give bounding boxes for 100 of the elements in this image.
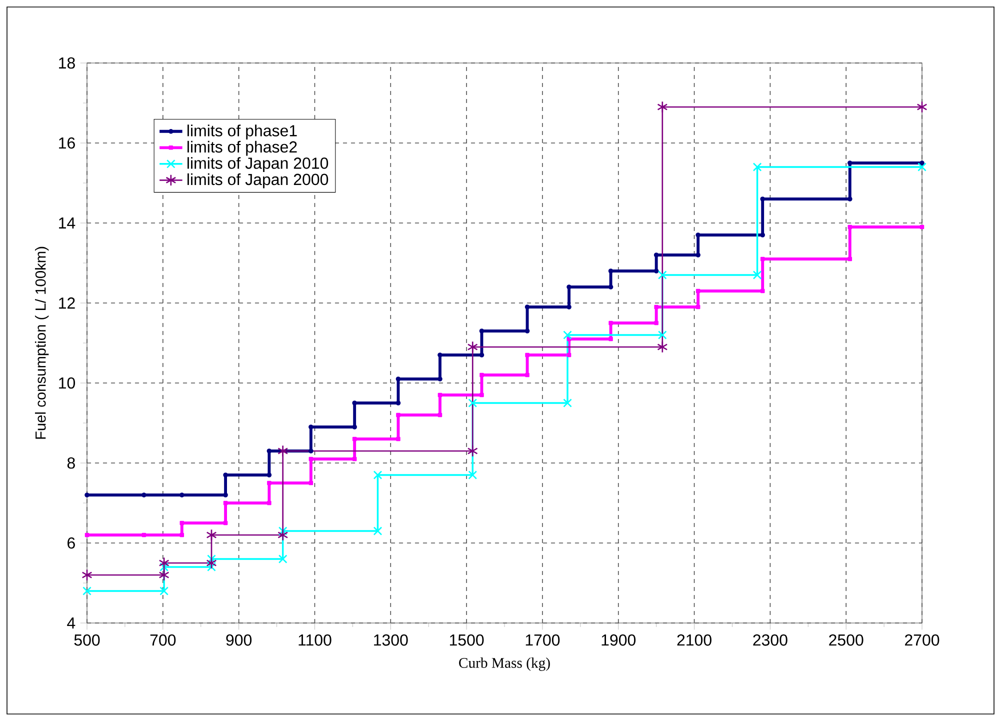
point <box>223 500 228 506</box>
point <box>207 562 216 572</box>
point <box>657 100 668 113</box>
legend-label: limits of Japan 2010 <box>188 157 328 172</box>
point <box>352 424 357 430</box>
point <box>180 532 184 538</box>
point <box>396 412 400 418</box>
y-tick-label: 18 <box>59 57 75 69</box>
point <box>438 412 442 418</box>
x-tick-label: 1100 <box>298 634 332 646</box>
point <box>608 284 614 290</box>
point <box>566 304 572 310</box>
point <box>266 472 272 478</box>
point <box>396 376 401 382</box>
x-tick-label: 1500 <box>450 634 484 646</box>
point <box>524 304 530 310</box>
point <box>223 520 228 526</box>
point <box>566 284 572 290</box>
point <box>848 256 852 262</box>
x-tick-label: 500 <box>74 634 100 646</box>
x-tick-label: 2500 <box>829 634 864 646</box>
point <box>396 400 401 406</box>
y-axis-title: Fuel consumption ( L/ 100km) <box>35 246 49 439</box>
x-tick-label: 2700 <box>905 634 940 646</box>
point <box>206 556 217 570</box>
point <box>654 304 658 310</box>
point <box>142 492 146 498</box>
point <box>608 320 613 326</box>
point <box>696 288 700 294</box>
point <box>180 520 184 526</box>
point <box>468 398 478 408</box>
point <box>438 376 442 382</box>
x-tick-label: 1300 <box>374 634 408 646</box>
point <box>524 328 530 334</box>
point <box>608 268 614 274</box>
point <box>223 492 228 498</box>
point <box>373 526 382 536</box>
point <box>468 470 478 480</box>
x-tick-label: 700 <box>150 634 176 646</box>
point <box>563 398 572 408</box>
y-tick-label: 12 <box>59 297 75 309</box>
point <box>438 352 442 358</box>
point <box>438 392 442 398</box>
y-tick-label: 4 <box>67 618 76 629</box>
point <box>525 352 530 358</box>
x-tick-label: 1700 <box>526 634 560 646</box>
point <box>278 529 288 542</box>
point <box>158 556 170 570</box>
point <box>206 529 217 542</box>
x-axis-title: Curb Mass (kg) <box>459 658 550 671</box>
point <box>267 500 272 506</box>
point <box>760 256 765 262</box>
point <box>608 336 613 342</box>
point <box>207 554 216 564</box>
y-tick-label: 8 <box>67 457 75 469</box>
point <box>82 586 92 596</box>
point <box>396 436 400 442</box>
point <box>752 162 762 172</box>
point <box>373 470 382 480</box>
point <box>566 352 572 358</box>
point <box>654 320 658 326</box>
y-tick-label: 16 <box>59 137 75 149</box>
point <box>658 330 667 340</box>
legend-label: limits of Japan 2000 <box>188 173 328 188</box>
point <box>752 270 762 280</box>
point <box>848 224 852 230</box>
point <box>696 304 700 310</box>
point <box>658 270 667 280</box>
y-tick-label: 10 <box>59 377 76 389</box>
point <box>467 340 478 353</box>
point <box>82 568 92 581</box>
point <box>760 288 765 294</box>
point <box>352 436 357 442</box>
point <box>160 586 168 596</box>
point <box>563 330 572 340</box>
point <box>223 472 228 478</box>
point <box>84 492 90 498</box>
point <box>847 160 852 166</box>
point <box>160 562 168 572</box>
point <box>84 532 90 538</box>
point <box>918 162 926 172</box>
point <box>657 340 668 353</box>
point <box>267 480 272 486</box>
point <box>525 372 530 378</box>
point <box>308 424 314 430</box>
point <box>479 352 484 358</box>
point <box>760 232 765 238</box>
point <box>696 252 700 258</box>
point <box>480 392 484 398</box>
point <box>278 554 288 564</box>
point <box>467 445 478 458</box>
x-tick-label: 1900 <box>602 634 636 646</box>
point <box>278 526 288 536</box>
point <box>480 372 484 378</box>
point <box>278 445 288 458</box>
x-tick-label: 2100 <box>677 634 712 646</box>
legend-label: limits of phase1 <box>188 124 297 140</box>
point <box>308 456 314 462</box>
point <box>352 400 357 406</box>
point <box>654 252 659 258</box>
